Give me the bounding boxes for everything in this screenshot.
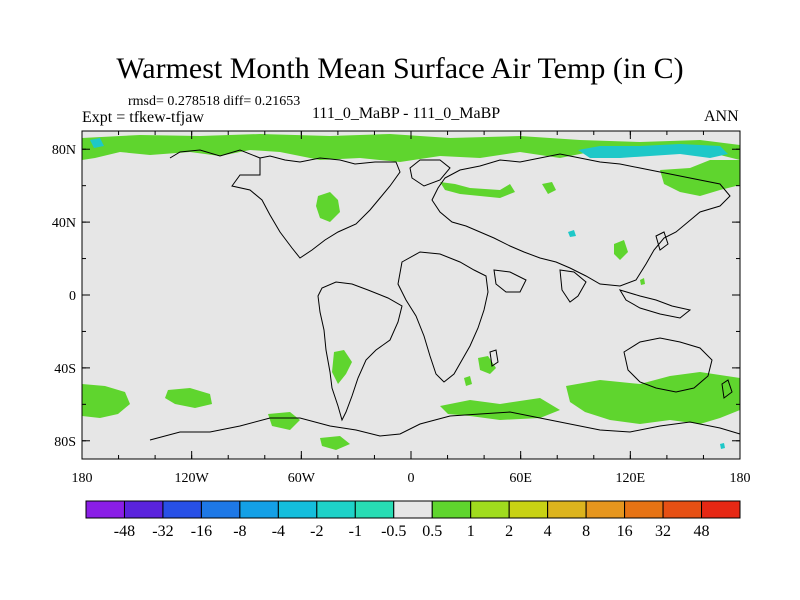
colorbar-swatch — [162, 500, 202, 519]
colorbar-label: -2 — [310, 523, 323, 540]
colorbar-label: -1 — [349, 523, 362, 540]
india-coast — [559, 269, 587, 303]
south-pacific-patch — [82, 384, 130, 418]
south-africa-patch — [478, 356, 496, 374]
arctic-anomaly-band — [82, 134, 740, 162]
new-zealand-coast — [721, 379, 733, 399]
north-america-coast — [169, 149, 401, 259]
experiment-label: Expt = tfkew-tfjaw — [82, 109, 204, 126]
colorbar-swatch — [701, 500, 741, 519]
alaska-cyan-patch — [90, 138, 104, 148]
japan-coast — [655, 231, 669, 251]
colorbar-swatch — [200, 500, 241, 519]
colorbar-label: -16 — [191, 523, 212, 540]
colorbar-swatch — [277, 500, 318, 519]
greenland-coast — [409, 159, 451, 187]
x-tick-label: 60E — [509, 471, 532, 486]
rmsd-diff-stats: rmsd= 0.278518 diff= 0.21653 — [128, 94, 301, 109]
colorbar-label: 48 — [694, 523, 710, 540]
y-tick-label: 40N — [52, 216, 76, 231]
y-tick-label: 40S — [54, 362, 76, 377]
colorbar-swatch — [123, 500, 164, 519]
australia-south-patch — [566, 372, 740, 424]
south-pacific-east-patch — [165, 388, 212, 408]
colorbar-swatch — [508, 500, 549, 519]
colorbar-swatch — [470, 500, 510, 519]
east-asia-patch — [614, 240, 628, 260]
siberia-cyan-patch — [578, 144, 728, 158]
x-tick-label: 0 — [408, 471, 415, 486]
antarctica-coast — [149, 411, 741, 441]
axis-labels: 180 120W 60W 0 60E 120E 180 80N 40N 0 40S 80S — [52, 143, 751, 486]
map-plot-area — [81, 130, 741, 460]
arabia-coast — [493, 269, 527, 293]
x-tick-label: 180 — [730, 471, 751, 486]
colorbar-swatch — [624, 500, 664, 519]
south-america-patch — [332, 350, 352, 384]
x-tick-label: 60W — [288, 471, 316, 486]
positive-anomaly-regions — [82, 134, 740, 450]
colorbar-label: 2 — [505, 523, 513, 540]
colorbar-label: 8 — [582, 523, 590, 540]
map-title: Warmest Month Mean Surface Air Temp (in … — [116, 52, 684, 85]
colorbar-swatch — [316, 500, 356, 519]
season-label: ANN — [704, 108, 739, 125]
colorbar-swatch — [85, 500, 125, 519]
colorbar-label: -48 — [114, 523, 135, 540]
colorbar-swatch — [547, 500, 587, 519]
x-tick-label: 180 — [72, 471, 93, 486]
central-asia-patch — [542, 182, 556, 194]
antarctic-patch-2 — [320, 436, 350, 450]
small-patch-1 — [464, 376, 472, 386]
siberia-patch — [660, 160, 740, 196]
africa-coast — [397, 251, 489, 383]
colorbar-swatch — [393, 500, 433, 519]
south-america-coast — [317, 281, 403, 422]
case-subtitle: 111_0_MaBP - 111_0_MaBP — [312, 105, 501, 122]
colorbar-swatch — [585, 500, 626, 519]
colorbar-label: -4 — [272, 523, 285, 540]
negative-anomaly-regions — [90, 138, 728, 449]
y-tick-label: 0 — [69, 289, 76, 304]
small-patch-2 — [640, 278, 645, 285]
canada-patch — [316, 192, 340, 222]
coastline-outlines — [149, 149, 741, 441]
southeast-asia-islands — [618, 289, 692, 319]
colorbar-swatch — [354, 500, 395, 519]
small-cyan-patch — [568, 230, 576, 237]
madagascar-coast — [489, 349, 499, 367]
australia-coast — [623, 337, 713, 393]
colorbar-label: 4 — [544, 523, 552, 540]
y-tick-label: 80N — [52, 143, 76, 158]
colorbar-swatch — [662, 500, 703, 519]
colorbar-label: 16 — [617, 523, 633, 540]
colorbar-label: 32 — [655, 523, 671, 540]
colorbar-label: -0.5 — [381, 523, 406, 540]
small-cyan-patch-2 — [720, 443, 725, 449]
colorbar: -48 -32 -16 -8 -4 -2 -1 -0.5 0.5 1 2 4 8 16 32 48 — [85, 500, 741, 540]
colorbar-swatch — [239, 500, 279, 519]
scandinavia-patch — [440, 182, 515, 198]
axis-ticks — [81, 131, 741, 459]
colorbar-label: -32 — [152, 523, 173, 540]
colorbar-label: -8 — [233, 523, 246, 540]
y-tick-label: 80S — [54, 435, 76, 450]
eurasia-coast — [431, 153, 731, 287]
x-tick-label: 120W — [175, 471, 210, 486]
antarctic-patch-1 — [268, 412, 300, 430]
colorbar-label: 0.5 — [422, 523, 442, 540]
colorbar-swatch — [431, 500, 472, 519]
colorbar-label: 1 — [467, 523, 475, 540]
x-tick-label: 120E — [616, 471, 646, 486]
